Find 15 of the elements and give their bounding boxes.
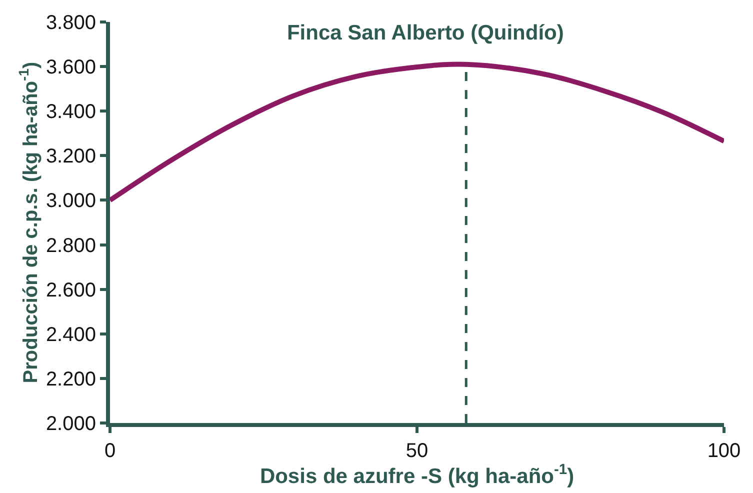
y-tick-label: 3.000 (46, 190, 96, 212)
x-axis-title: Dosis de azufre -S (kg ha-año$^{-1}$) (260, 462, 574, 488)
y-tick-label: 3.600 (46, 56, 96, 79)
y-tick-label: 3.400 (46, 101, 96, 124)
y-tick-label: 3.200 (46, 146, 96, 168)
y-tick-label: 2.800 (46, 234, 96, 257)
y-tick-label: 3.800 (46, 12, 96, 34)
x-tick-label: 50 (406, 440, 428, 462)
chart-title: Finca San Alberto (Quindío) (287, 21, 564, 44)
y-tick-label: 2.200 (46, 368, 96, 390)
y-tick-label: 2.000 (46, 413, 96, 435)
y-tick-label: 2.600 (46, 279, 96, 302)
x-tick-label: 100 (707, 440, 741, 462)
x-tick-label: 0 (104, 440, 116, 462)
y-tick-label: 2.400 (46, 324, 96, 346)
